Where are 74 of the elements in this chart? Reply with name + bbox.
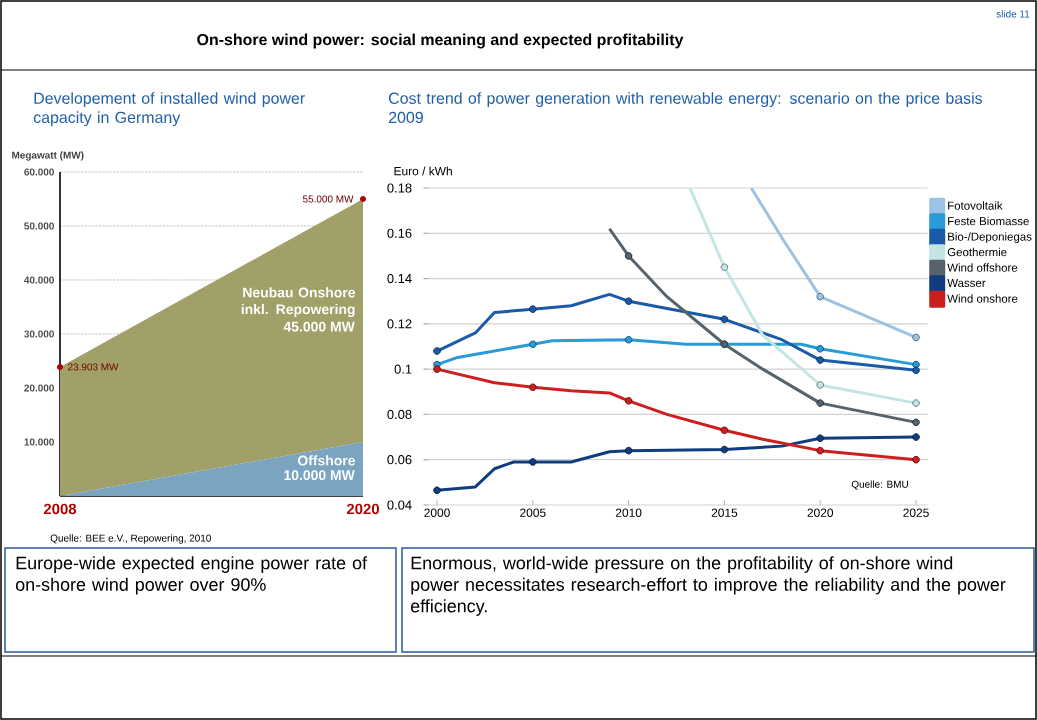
series-label: Offshore <box>297 455 356 466</box>
x-tick-label: 2005 <box>520 508 546 517</box>
y-axis-title: Euro / kWh <box>394 166 452 176</box>
point <box>720 263 729 272</box>
point <box>912 455 920 464</box>
y-tick-label: 0.06 <box>387 455 412 465</box>
series-label: Neubau Onshore inkl. Repowering <box>241 287 356 317</box>
point <box>720 315 729 324</box>
legend-label: Geothermie <box>947 247 1007 257</box>
point <box>816 399 825 407</box>
x-tick-label: 2000 <box>424 508 450 517</box>
text: Enormous, world-wide pressure on the profitability of on-shore wind power necessitates research-effort to improve the reliability and the power efficiency. <box>410 556 1006 616</box>
x-tick-label: 2020 <box>346 503 379 515</box>
y-tick-label: 0.18 <box>387 183 412 193</box>
point <box>912 399 920 407</box>
point <box>912 366 920 375</box>
x-tick-label: 2020 <box>807 508 834 517</box>
text: slide 11 <box>996 10 1030 18</box>
y-tick-label: 0.1 <box>394 364 412 374</box>
point <box>816 292 825 301</box>
point <box>912 418 920 427</box>
legend-label: Wind onshore <box>947 294 1018 303</box>
point <box>720 445 729 454</box>
legend-label: Bio-/Deponiegas <box>948 232 1032 243</box>
point <box>912 333 920 342</box>
point <box>624 297 633 306</box>
legend-label: Wasser <box>947 279 986 288</box>
text: On-shore wind power: social meaning and expected profitability <box>197 33 684 49</box>
y-tick-label: 10.000 <box>24 438 54 446</box>
y-tick-label: 30.000 <box>24 330 54 338</box>
y-tick-label: 50.000 <box>24 222 54 230</box>
annotation: 10.000 MW <box>284 470 355 481</box>
point <box>433 365 441 373</box>
legend-label: Wind offshore <box>947 263 1018 272</box>
point <box>529 458 537 466</box>
point <box>433 347 441 355</box>
y-tick-label: 40.000 <box>24 276 54 284</box>
y-tick-label: 60.000 <box>24 168 54 176</box>
text: Europe-wide expected engine power rate of on-shore wind power over 90% <box>15 556 368 595</box>
y-tick-label: 20.000 <box>24 384 54 392</box>
y-tick-label: 0.12 <box>387 319 412 329</box>
chart-title: Cost trend of power generation with renewable energy: scenario on the price basis 2009 <box>389 92 983 124</box>
source-note: Quelle: BEE e.V., Repowering, 2010 <box>50 534 211 544</box>
x-tick-label: 2008 <box>43 503 77 515</box>
point <box>624 446 633 455</box>
annotation: Quelle: BMU <box>851 480 908 490</box>
annotation: 45.000 MW <box>283 321 355 332</box>
chart-title: Developement of installed wind power capacity in Germany <box>33 92 305 127</box>
y-axis-title: Megawatt (MW) <box>12 151 84 161</box>
point <box>624 397 633 405</box>
y-tick-label: 0.04 <box>387 500 412 510</box>
y-tick-label: 0.08 <box>387 409 412 420</box>
point <box>624 335 633 344</box>
point <box>529 305 537 313</box>
point <box>816 356 825 364</box>
legend-label: Feste Biomasse <box>948 216 1029 226</box>
legend-label: Fotovoltaik <box>948 201 1003 210</box>
x-tick-label: 2015 <box>711 508 738 517</box>
y-tick-label: 0.14 <box>387 273 412 284</box>
point <box>816 344 825 353</box>
point <box>816 446 825 455</box>
point <box>529 383 537 392</box>
point <box>816 434 825 442</box>
annotation: 23.903 MW <box>68 363 119 371</box>
x-tick-label: 2010 <box>615 508 642 517</box>
y-tick-label: 0.16 <box>387 228 412 238</box>
point <box>912 433 920 441</box>
point <box>816 381 825 389</box>
point <box>529 340 537 349</box>
x-tick-label: 2025 <box>903 508 929 517</box>
point <box>720 426 729 435</box>
point <box>624 252 633 260</box>
annotation: 55.000 MW <box>302 195 354 203</box>
point <box>433 486 441 495</box>
